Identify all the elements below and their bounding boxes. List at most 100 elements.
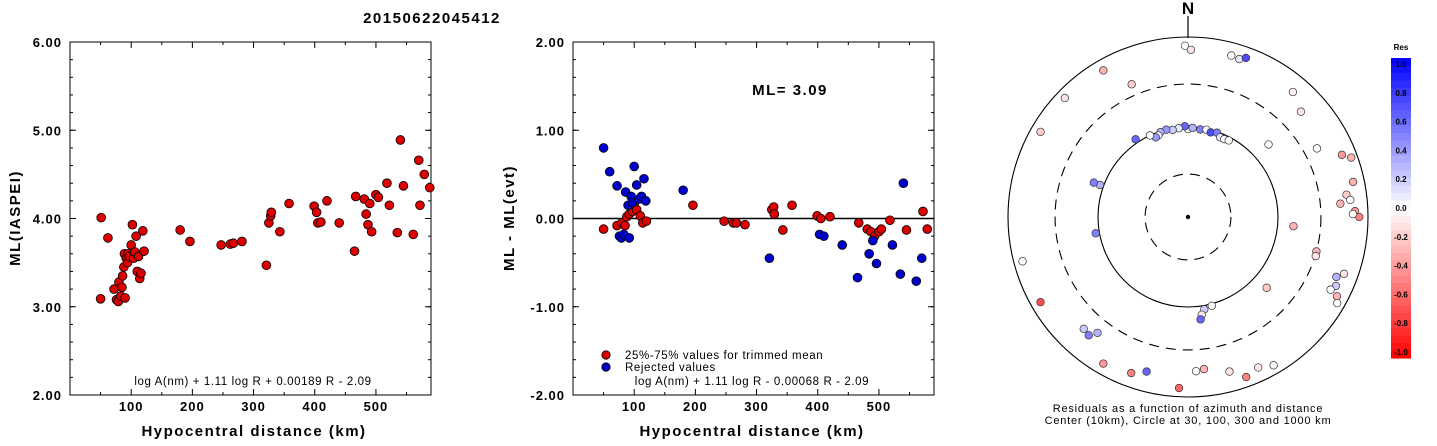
data-point [424,182,435,193]
station-marker [1199,364,1209,374]
station-marker [1348,209,1358,219]
station-marker [1186,45,1196,55]
x-tick-label: 100 [119,399,144,414]
colorbar-title: Res [1394,43,1409,52]
colorbar-tick-label: 1.0 [1395,60,1407,69]
data-point [612,181,622,191]
data-point [688,200,698,211]
station-marker [1099,359,1108,368]
colorbar-tick-label: 0.0 [1395,204,1407,213]
x-tick-label: 500 [364,399,389,414]
colorbar-segment [1391,298,1411,307]
panel-magnitude-vs-distance: Hypocentral distance (km) ML(IASPEI) log… [7,35,435,440]
colorbar-segment [1391,320,1411,329]
colorbar-segment [1391,350,1411,359]
y-tick-label: 6.00 [33,35,62,50]
data-point [837,240,848,250]
colorbar-segment [1391,140,1411,149]
north-label: N [1182,0,1194,18]
data-point [185,236,195,247]
data-point [769,209,780,219]
colorbar-segment [1391,110,1411,119]
data-point [415,200,425,211]
station-marker [1196,315,1205,324]
station-marker [1348,177,1358,187]
station-marker [1091,229,1100,238]
data-point [864,249,874,259]
data-point [138,226,148,236]
y-tick-label: -2.00 [530,388,565,403]
data-point [322,196,332,206]
colorbar-segment [1391,335,1411,344]
legend: 25%-75% values for trimmed mean Rejected… [601,350,823,374]
colorbar-segment [1391,245,1411,254]
colorbar-segment [1391,148,1411,157]
colorbar-segment [1391,328,1411,337]
panel-residual-vs-distance: Hypocentral distance (km) ML - ML(evt) M… [501,35,935,440]
station-marker [1191,367,1201,376]
station-marker [1127,368,1136,378]
data-point [131,231,141,241]
station-marker [1099,66,1108,75]
data-point [898,178,909,189]
data-point [871,258,882,269]
station-marker [1079,324,1088,333]
data-point [916,253,927,264]
station-marker [1337,150,1347,159]
colorbar-segment [1391,230,1411,239]
colorbar-segment [1391,200,1411,209]
station-marker [1332,272,1341,282]
data-point [261,260,272,271]
x-tick-label: 300 [241,399,266,414]
x-tick-label: 400 [805,399,830,414]
colorbar-segment [1391,313,1411,322]
station-marker [1326,285,1335,294]
y-tick-label: 5.00 [33,123,62,138]
station-marker [1242,372,1251,382]
station-marker [1346,195,1355,205]
station-marker [1312,144,1322,153]
x-tick-label: 200 [180,399,205,414]
colorbar-segment [1391,343,1411,352]
data-point [740,219,750,230]
data-point [392,227,403,238]
colorbar-segment [1391,275,1411,284]
colorbar-segment [1391,170,1411,179]
distance-ring [1054,83,1322,351]
data-point [641,196,651,206]
data-point [408,229,419,240]
data-point [175,225,185,235]
data-point [819,231,829,241]
legend-marker-trimmed [601,350,611,360]
distance-ring [1007,36,1369,398]
data-point [413,155,424,166]
colorbar-segment [1391,253,1411,262]
station-marker [1339,269,1349,278]
data-point [275,226,285,237]
data-point [678,185,688,196]
data-point [136,268,146,279]
colorbar-segment [1391,290,1411,299]
x-tick-label: 200 [683,399,708,414]
colorbar-segment [1391,125,1411,134]
data-point [216,240,226,250]
station-marker [1336,199,1345,208]
colorbar-segment [1391,208,1411,217]
colorbar-tick-label: -1.0 [1394,348,1408,357]
data-point [598,143,609,153]
station-marker [1207,301,1216,310]
colorbar-segment [1391,260,1411,269]
data-point [103,233,113,243]
colorbar-segment [1391,215,1411,224]
station-marker [1227,51,1236,60]
data-point [887,240,898,250]
station-marker [1131,135,1140,144]
y-tick-label: 2.00 [536,35,565,50]
station-marker [1262,283,1271,292]
y-tick-label: 2.00 [33,388,62,403]
colorbar-segment [1391,163,1411,172]
data-point [373,192,384,203]
data-point [604,166,615,177]
colorbar-segment [1391,80,1411,89]
